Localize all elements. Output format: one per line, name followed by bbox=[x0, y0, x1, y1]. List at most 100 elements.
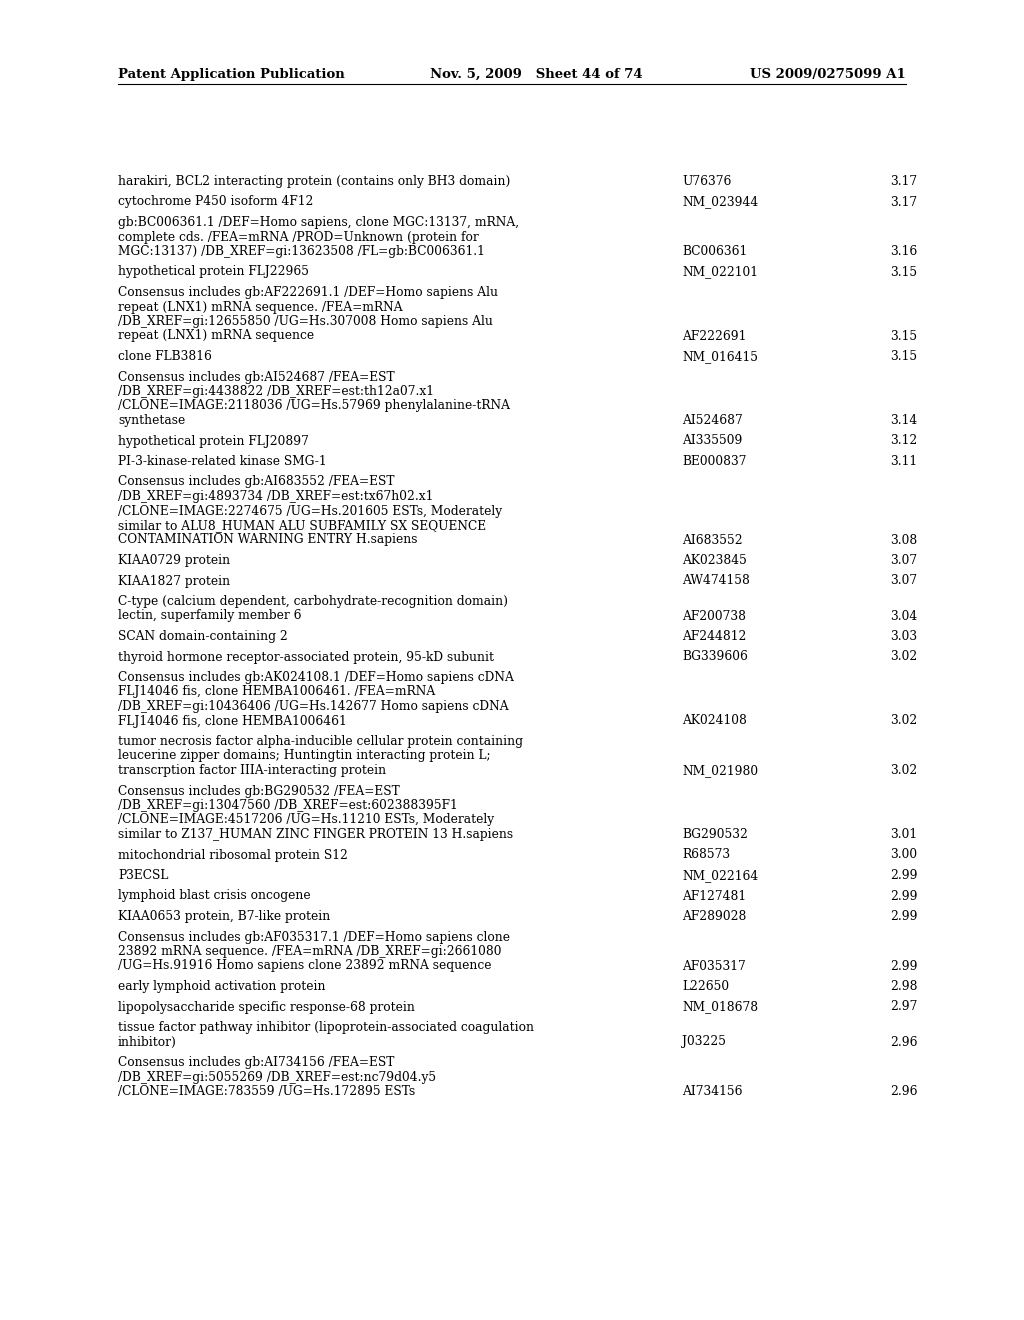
Text: 3.16: 3.16 bbox=[890, 246, 918, 257]
Text: 3.02: 3.02 bbox=[890, 764, 918, 777]
Text: 2.98: 2.98 bbox=[890, 979, 918, 993]
Text: AK024108: AK024108 bbox=[682, 714, 746, 727]
Text: L22650: L22650 bbox=[682, 979, 729, 993]
Text: 3.15: 3.15 bbox=[890, 330, 918, 342]
Text: C-type (calcium dependent, carbohydrate-recognition domain): C-type (calcium dependent, carbohydrate-… bbox=[118, 595, 508, 609]
Text: 3.00: 3.00 bbox=[890, 849, 918, 862]
Text: Patent Application Publication: Patent Application Publication bbox=[118, 69, 345, 81]
Text: 2.99: 2.99 bbox=[890, 909, 918, 923]
Text: J03225: J03225 bbox=[682, 1035, 726, 1048]
Text: NM_018678: NM_018678 bbox=[682, 1001, 758, 1014]
Text: P3ECSL: P3ECSL bbox=[118, 869, 168, 882]
Text: AI734156: AI734156 bbox=[682, 1085, 742, 1098]
Text: AF035317: AF035317 bbox=[682, 960, 745, 973]
Text: 2.96: 2.96 bbox=[890, 1085, 918, 1098]
Text: transcrption factor IIIA-interacting protein: transcrption factor IIIA-interacting pro… bbox=[118, 764, 386, 777]
Text: 3.17: 3.17 bbox=[890, 176, 918, 187]
Text: similar to Z137_HUMAN ZINC FINGER PROTEIN 13 H.sapiens: similar to Z137_HUMAN ZINC FINGER PROTEI… bbox=[118, 828, 513, 841]
Text: inhibitor): inhibitor) bbox=[118, 1035, 177, 1048]
Text: similar to ALU8_HUMAN ALU SUBFAMILY SX SEQUENCE: similar to ALU8_HUMAN ALU SUBFAMILY SX S… bbox=[118, 519, 486, 532]
Text: BG339606: BG339606 bbox=[682, 651, 748, 664]
Text: 3.02: 3.02 bbox=[890, 714, 918, 727]
Text: repeat (LNX1) mRNA sequence: repeat (LNX1) mRNA sequence bbox=[118, 330, 314, 342]
Text: thyroid hormone receptor-associated protein, 95-kD subunit: thyroid hormone receptor-associated prot… bbox=[118, 651, 494, 664]
Text: 3.15: 3.15 bbox=[890, 265, 918, 279]
Text: AI524687: AI524687 bbox=[682, 414, 742, 426]
Text: 2.99: 2.99 bbox=[890, 960, 918, 973]
Text: NM_022101: NM_022101 bbox=[682, 265, 758, 279]
Text: /DB_XREF=gi:10436406 /UG=Hs.142677 Homo sapiens cDNA: /DB_XREF=gi:10436406 /UG=Hs.142677 Homo … bbox=[118, 700, 509, 713]
Text: NM_022164: NM_022164 bbox=[682, 869, 758, 882]
Text: 3.12: 3.12 bbox=[890, 434, 918, 447]
Text: 3.07: 3.07 bbox=[890, 554, 918, 568]
Text: mitochondrial ribosomal protein S12: mitochondrial ribosomal protein S12 bbox=[118, 849, 348, 862]
Text: AW474158: AW474158 bbox=[682, 574, 750, 587]
Text: 3.07: 3.07 bbox=[890, 574, 918, 587]
Text: 23892 mRNA sequence. /FEA=mRNA /DB_XREF=gi:2661080: 23892 mRNA sequence. /FEA=mRNA /DB_XREF=… bbox=[118, 945, 502, 958]
Text: BE000837: BE000837 bbox=[682, 455, 746, 469]
Text: lipopolysaccharide specific response-68 protein: lipopolysaccharide specific response-68 … bbox=[118, 1001, 415, 1014]
Text: leucerine zipper domains; Huntingtin interacting protein L;: leucerine zipper domains; Huntingtin int… bbox=[118, 750, 490, 763]
Text: AF244812: AF244812 bbox=[682, 630, 746, 643]
Text: 3.01: 3.01 bbox=[890, 828, 918, 841]
Text: 2.99: 2.99 bbox=[890, 869, 918, 882]
Text: harakiri, BCL2 interacting protein (contains only BH3 domain): harakiri, BCL2 interacting protein (cont… bbox=[118, 176, 510, 187]
Text: 3.15: 3.15 bbox=[890, 350, 918, 363]
Text: Consensus includes gb:AI683552 /FEA=EST: Consensus includes gb:AI683552 /FEA=EST bbox=[118, 475, 394, 488]
Text: lectin, superfamily member 6: lectin, superfamily member 6 bbox=[118, 610, 301, 623]
Text: hypothetical protein FLJ22965: hypothetical protein FLJ22965 bbox=[118, 265, 309, 279]
Text: KIAA0729 protein: KIAA0729 protein bbox=[118, 554, 230, 568]
Text: 3.14: 3.14 bbox=[890, 414, 918, 426]
Text: Consensus includes gb:AF222691.1 /DEF=Homo sapiens Alu: Consensus includes gb:AF222691.1 /DEF=Ho… bbox=[118, 286, 498, 300]
Text: SCAN domain-containing 2: SCAN domain-containing 2 bbox=[118, 630, 288, 643]
Text: AF127481: AF127481 bbox=[682, 890, 746, 903]
Text: cytochrome P450 isoform 4F12: cytochrome P450 isoform 4F12 bbox=[118, 195, 313, 209]
Text: synthetase: synthetase bbox=[118, 414, 185, 426]
Text: MGC:13137) /DB_XREF=gi:13623508 /FL=gb:BC006361.1: MGC:13137) /DB_XREF=gi:13623508 /FL=gb:B… bbox=[118, 246, 485, 257]
Text: hypothetical protein FLJ20897: hypothetical protein FLJ20897 bbox=[118, 434, 309, 447]
Text: AK023845: AK023845 bbox=[682, 554, 746, 568]
Text: early lymphoid activation protein: early lymphoid activation protein bbox=[118, 979, 326, 993]
Text: clone FLB3816: clone FLB3816 bbox=[118, 350, 212, 363]
Text: NM_016415: NM_016415 bbox=[682, 350, 758, 363]
Text: /DB_XREF=gi:4893734 /DB_XREF=est:tx67h02.x1: /DB_XREF=gi:4893734 /DB_XREF=est:tx67h02… bbox=[118, 490, 433, 503]
Text: repeat (LNX1) mRNA sequence. /FEA=mRNA: repeat (LNX1) mRNA sequence. /FEA=mRNA bbox=[118, 301, 402, 314]
Text: BC006361: BC006361 bbox=[682, 246, 748, 257]
Text: 2.96: 2.96 bbox=[890, 1035, 918, 1048]
Text: Nov. 5, 2009   Sheet 44 of 74: Nov. 5, 2009 Sheet 44 of 74 bbox=[430, 69, 643, 81]
Text: 3.03: 3.03 bbox=[890, 630, 918, 643]
Text: AF222691: AF222691 bbox=[682, 330, 746, 342]
Text: AI683552: AI683552 bbox=[682, 533, 742, 546]
Text: /CLONE=IMAGE:4517206 /UG=Hs.11210 ESTs, Moderately: /CLONE=IMAGE:4517206 /UG=Hs.11210 ESTs, … bbox=[118, 813, 495, 826]
Text: 3.08: 3.08 bbox=[890, 533, 918, 546]
Text: 2.97: 2.97 bbox=[890, 1001, 918, 1014]
Text: NM_023944: NM_023944 bbox=[682, 195, 758, 209]
Text: Consensus includes gb:AK024108.1 /DEF=Homo sapiens cDNA: Consensus includes gb:AK024108.1 /DEF=Ho… bbox=[118, 671, 514, 684]
Text: 3.02: 3.02 bbox=[890, 651, 918, 664]
Text: /UG=Hs.91916 Homo sapiens clone 23892 mRNA sequence: /UG=Hs.91916 Homo sapiens clone 23892 mR… bbox=[118, 960, 492, 973]
Text: KIAA0653 protein, B7-like protein: KIAA0653 protein, B7-like protein bbox=[118, 909, 331, 923]
Text: CONTAMINATION WARNING ENTRY H.sapiens: CONTAMINATION WARNING ENTRY H.sapiens bbox=[118, 533, 418, 546]
Text: AF289028: AF289028 bbox=[682, 909, 746, 923]
Text: Consensus includes gb:BG290532 /FEA=EST: Consensus includes gb:BG290532 /FEA=EST bbox=[118, 784, 399, 797]
Text: R68573: R68573 bbox=[682, 849, 730, 862]
Text: /CLONE=IMAGE:783559 /UG=Hs.172895 ESTs: /CLONE=IMAGE:783559 /UG=Hs.172895 ESTs bbox=[118, 1085, 416, 1098]
Text: /DB_XREF=gi:12655850 /UG=Hs.307008 Homo sapiens Alu: /DB_XREF=gi:12655850 /UG=Hs.307008 Homo … bbox=[118, 315, 493, 327]
Text: lymphoid blast crisis oncogene: lymphoid blast crisis oncogene bbox=[118, 890, 310, 903]
Text: /DB_XREF=gi:4438822 /DB_XREF=est:th12a07.x1: /DB_XREF=gi:4438822 /DB_XREF=est:th12a07… bbox=[118, 385, 434, 399]
Text: tumor necrosis factor alpha-inducible cellular protein containing: tumor necrosis factor alpha-inducible ce… bbox=[118, 735, 523, 748]
Text: 2.99: 2.99 bbox=[890, 890, 918, 903]
Text: AF200738: AF200738 bbox=[682, 610, 746, 623]
Text: US 2009/0275099 A1: US 2009/0275099 A1 bbox=[751, 69, 906, 81]
Text: Consensus includes gb:AF035317.1 /DEF=Homo sapiens clone: Consensus includes gb:AF035317.1 /DEF=Ho… bbox=[118, 931, 510, 944]
Text: 3.11: 3.11 bbox=[890, 455, 918, 469]
Text: tissue factor pathway inhibitor (lipoprotein-associated coagulation: tissue factor pathway inhibitor (lipopro… bbox=[118, 1020, 534, 1034]
Text: 3.17: 3.17 bbox=[890, 195, 918, 209]
Text: complete cds. /FEA=mRNA /PROD=Unknown (protein for: complete cds. /FEA=mRNA /PROD=Unknown (p… bbox=[118, 231, 479, 243]
Text: AI335509: AI335509 bbox=[682, 434, 742, 447]
Text: /CLONE=IMAGE:2274675 /UG=Hs.201605 ESTs, Moderately: /CLONE=IMAGE:2274675 /UG=Hs.201605 ESTs,… bbox=[118, 504, 502, 517]
Text: BG290532: BG290532 bbox=[682, 828, 748, 841]
Text: FLJ14046 fis, clone HEMBA1006461. /FEA=mRNA: FLJ14046 fis, clone HEMBA1006461. /FEA=m… bbox=[118, 685, 435, 698]
Text: /DB_XREF=gi:13047560 /DB_XREF=est:602388395F1: /DB_XREF=gi:13047560 /DB_XREF=est:602388… bbox=[118, 799, 458, 812]
Text: Consensus includes gb:AI734156 /FEA=EST: Consensus includes gb:AI734156 /FEA=EST bbox=[118, 1056, 394, 1069]
